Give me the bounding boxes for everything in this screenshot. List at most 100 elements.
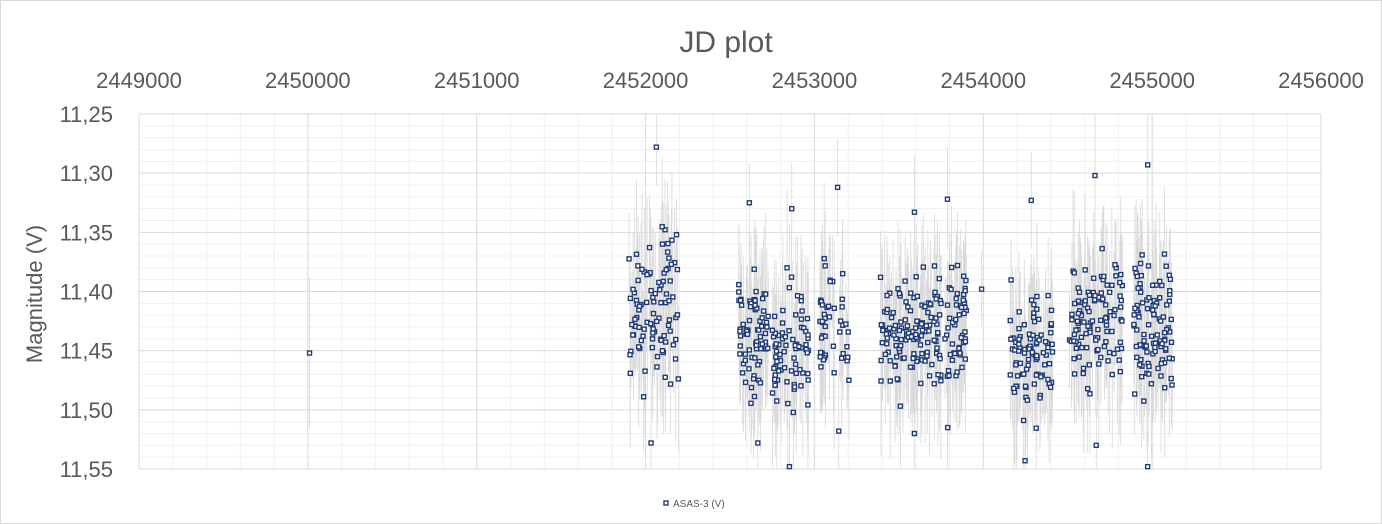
data-point <box>1036 316 1042 323</box>
data-point <box>882 351 889 358</box>
data-point <box>737 351 743 357</box>
data-point <box>1071 355 1077 362</box>
y-tick-label: 11,30 <box>60 161 113 186</box>
data-point <box>1155 365 1161 372</box>
data-point <box>1073 345 1080 352</box>
data-point <box>961 310 967 317</box>
data-point <box>962 287 968 294</box>
x-tick-label: 2452000 <box>603 68 689 93</box>
data-point <box>840 350 846 357</box>
data-point <box>641 326 647 332</box>
data-point <box>750 376 757 382</box>
data-point <box>1072 300 1078 307</box>
data-point <box>1092 297 1098 303</box>
data-point <box>772 372 778 378</box>
data-point <box>659 348 666 354</box>
data-point <box>1144 162 1151 168</box>
data-point <box>844 344 850 350</box>
data-point <box>1075 310 1082 317</box>
y-axis-title: Magnitude (V) <box>22 225 47 363</box>
data-point <box>913 331 919 338</box>
data-point <box>945 325 951 331</box>
data-point <box>953 316 959 323</box>
data-point <box>819 318 825 325</box>
data-point <box>635 263 641 269</box>
data-point <box>658 337 664 344</box>
data-point <box>651 299 657 305</box>
data-point <box>960 297 966 303</box>
x-tick-label: 2455000 <box>1109 68 1195 93</box>
y-tick-label: 11,45 <box>60 339 113 364</box>
data-point <box>1148 381 1155 387</box>
data-point <box>804 350 811 356</box>
data-point <box>896 327 903 334</box>
data-point <box>632 316 638 323</box>
data-point <box>887 358 893 364</box>
x-tick-label: 2453000 <box>772 68 858 93</box>
data-point <box>1154 332 1160 338</box>
data-point <box>1033 353 1040 359</box>
data-point <box>1116 357 1122 363</box>
data-point <box>773 348 780 354</box>
data-point <box>884 292 890 299</box>
data-point <box>910 355 916 362</box>
data-point <box>907 307 914 314</box>
data-point <box>797 366 803 373</box>
data-point <box>1166 355 1173 361</box>
data-point <box>772 330 779 336</box>
data-point <box>654 353 661 360</box>
data-point <box>1086 292 1093 298</box>
data-point <box>1159 340 1165 347</box>
data-point <box>777 351 783 358</box>
data-point <box>663 291 670 297</box>
data-point <box>1144 349 1150 355</box>
data-point <box>626 256 632 262</box>
data-point <box>1162 385 1168 391</box>
data-point <box>914 293 921 300</box>
data-point <box>1086 362 1092 368</box>
data-point <box>1033 372 1040 378</box>
data-point <box>1031 381 1038 387</box>
data-point <box>630 286 636 293</box>
data-point <box>765 345 771 352</box>
data-point <box>764 324 770 330</box>
data-point <box>1080 365 1087 372</box>
data-point <box>1011 385 1017 392</box>
data-point <box>825 303 832 309</box>
data-point <box>1118 271 1124 278</box>
data-point <box>1076 354 1082 360</box>
data-point <box>746 200 753 206</box>
data-point <box>1104 282 1110 288</box>
data-points <box>306 144 1175 470</box>
data-point <box>1098 290 1104 296</box>
data-point <box>1071 331 1078 338</box>
data-point <box>1016 341 1022 347</box>
data-point <box>1046 361 1053 367</box>
data-point <box>931 381 937 387</box>
data-point <box>755 440 761 446</box>
data-point <box>933 296 939 302</box>
data-point <box>1117 368 1124 375</box>
data-point <box>1085 323 1091 329</box>
data-point <box>798 298 804 304</box>
data-point <box>653 144 660 150</box>
data-point <box>920 264 927 270</box>
data-point <box>654 364 660 370</box>
data-point <box>744 331 751 338</box>
data-point <box>776 368 782 374</box>
data-point <box>890 309 896 316</box>
data-point <box>742 357 748 364</box>
data-point <box>917 342 924 348</box>
data-point <box>773 354 779 360</box>
data-point <box>1105 358 1111 364</box>
data-point <box>925 339 931 346</box>
data-point <box>672 356 679 362</box>
data-point <box>1048 321 1055 327</box>
data-point <box>1031 318 1038 325</box>
data-point <box>1107 308 1113 315</box>
data-point <box>740 321 746 328</box>
data-point <box>1111 312 1117 319</box>
data-point <box>1049 349 1056 355</box>
data-point <box>1071 338 1077 344</box>
